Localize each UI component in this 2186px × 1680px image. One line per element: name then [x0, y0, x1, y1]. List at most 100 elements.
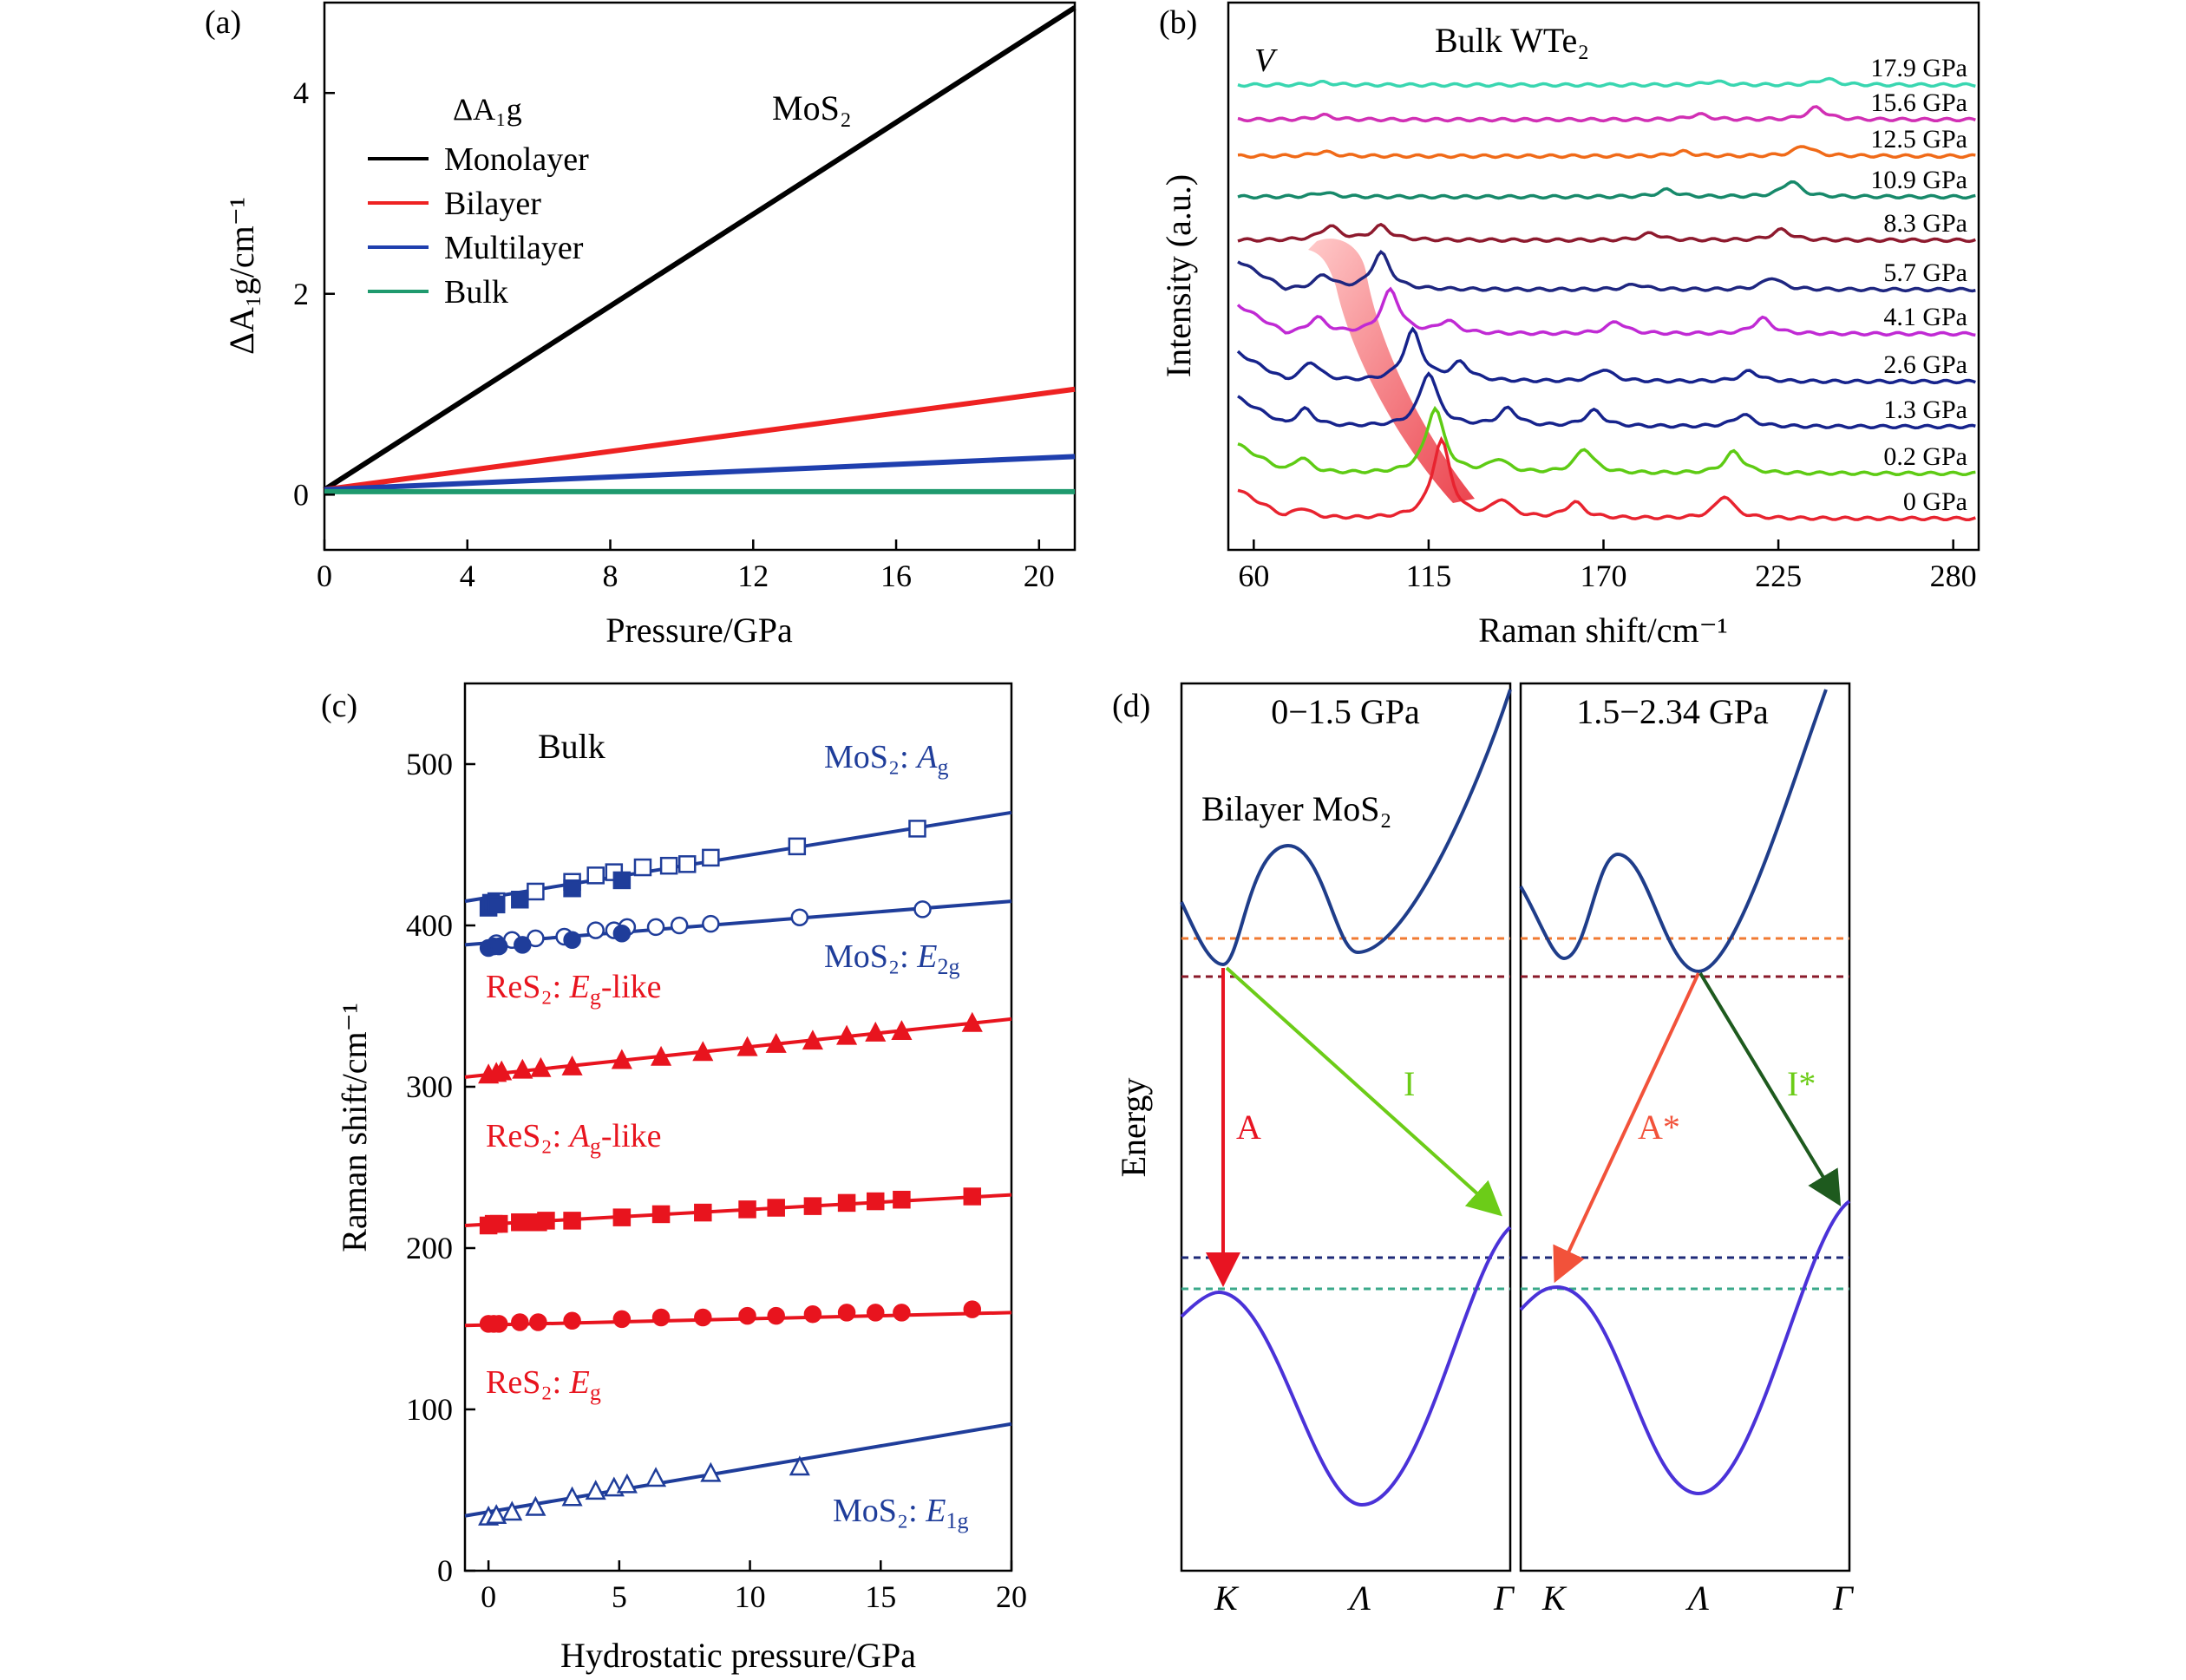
panel-b-xlabel: Raman shift/cm⁻¹: [1478, 611, 1728, 650]
panel-a-ticks: 0 4 8 12 16 20 0 2 4: [293, 75, 1055, 593]
point-mos-e-2g: [586, 921, 605, 939]
x-tick-label: 15: [865, 1579, 896, 1614]
point-res-e-g: [867, 1304, 885, 1322]
point-res-e-g-like: [530, 1056, 552, 1077]
panel-a: (a) 0 4 8 12 16 20 0 2 4 MoS₂ ΔA₁g Monolayer Bila…: [205, 1, 1077, 650]
point-res-e-g-like: [836, 1024, 858, 1045]
transition-arrow-i: [1225, 966, 1502, 1217]
transition-label-a-star: A*: [1638, 1108, 1680, 1147]
point-mos-e-1g: [789, 1455, 810, 1476]
panel-b-series: 0 GPa 0.2 GPa 1.3 GPa 2.6 GPa 4.1 GPa 5.7 GPa…: [1236, 54, 1976, 521]
x-tick-label: 5: [612, 1579, 627, 1614]
transition-label-i: I: [1404, 1064, 1415, 1103]
point-mos-e-1g: [501, 1500, 523, 1521]
point-mos-e-1g: [525, 1495, 546, 1516]
panel-d-title: Bilayer MoS₂: [1201, 789, 1392, 828]
point-mos-e-1g: [486, 1504, 507, 1525]
panel-b-title: Bulk WTe₂: [1435, 21, 1589, 60]
point-res-e-g: [529, 1313, 547, 1331]
subpanel-right-title: 1.5−2.34 GPa: [1576, 692, 1769, 731]
panel-c-series-labels: MoS₂: Ag MoS₂: E2g ReS₂: Eg-like ReS₂: Ag-l…: [486, 739, 968, 1533]
point-res-e-g-like: [692, 1041, 714, 1062]
x-tick-label: 0: [481, 1579, 496, 1614]
transition-label-i-star: I*: [1787, 1064, 1816, 1103]
point-mos-a-g: [788, 837, 807, 856]
series-line-monolayer: [323, 5, 1077, 493]
panel-a-ylabel: ΔA₁g/cm⁻¹: [222, 197, 261, 355]
point-res-e-g: [738, 1306, 756, 1325]
point-res-e-g-like: [491, 1060, 513, 1081]
subpanel-left-title: 0−1.5 GPa: [1271, 692, 1420, 731]
panel-b-letter: (b): [1159, 4, 1197, 41]
legend-label: Multilayer: [444, 230, 584, 266]
subpanel-right-frame: [1519, 682, 1851, 1572]
spectrum-label: 17.9 GPa: [1870, 54, 1967, 82]
spectrum-label: 15.6 GPa: [1870, 88, 1967, 117]
point-res-a-g-like: [837, 1193, 856, 1213]
transition-arrow-i-star: [1698, 971, 1842, 1206]
point-mos-a-g: [908, 820, 926, 838]
point-res-e-g: [767, 1306, 785, 1325]
point-res-e-g-like: [611, 1049, 632, 1069]
series-label-res-e-g: ReS₂: Eg: [486, 1364, 601, 1405]
spectrum-4-1-gpa: [1236, 286, 1976, 337]
spectrum-2-6-gpa: [1236, 326, 1976, 385]
point-res-a-g-like: [612, 1208, 632, 1226]
x-tick-label: 20: [1024, 559, 1055, 593]
point-res-e-g-like: [891, 1020, 913, 1041]
point-res-e-g: [612, 1310, 632, 1329]
x-tick-label: 115: [1406, 559, 1452, 593]
point-mos-a-g: [487, 895, 506, 914]
panel-a-title: MoS₂: [772, 88, 852, 127]
point-mos-e-2g: [514, 936, 532, 954]
spectrum-1-3-gpa: [1237, 371, 1976, 430]
point-res-e-g: [893, 1304, 911, 1322]
point-res-a-g-like: [651, 1205, 671, 1224]
panel-a-legend: Monolayer Bilayer Multilayer Bulk: [368, 141, 589, 311]
k-point-label: K: [1214, 1579, 1240, 1618]
spectrum-5-7-gpa: [1237, 249, 1976, 293]
series-label-mos-e-2g: MoS₂: E2g: [824, 938, 959, 979]
point-res-e-g: [694, 1308, 712, 1327]
conduction-band: [1180, 689, 1512, 967]
point-mos-e-2g: [790, 908, 809, 926]
subpanel-right: 1.5−2.34 GPa A* I* K Λ Γ: [1519, 682, 1855, 1618]
series-line-multilayer: [324, 454, 1076, 493]
y-tick-label: 400: [406, 908, 453, 943]
spectrum-label: 8.3 GPa: [1883, 209, 1967, 238]
panel-c-series: [464, 810, 1012, 1526]
point-res-a-g-like: [489, 1214, 508, 1233]
point-res-e-g: [489, 1315, 508, 1333]
transition-label-a: A: [1236, 1108, 1261, 1147]
lambda-point-label: Λ: [1685, 1579, 1709, 1618]
spectrum-label: 4.1 GPa: [1883, 303, 1967, 331]
legend-label: Bilayer: [444, 186, 541, 222]
point-res-e-g-like: [651, 1045, 672, 1066]
y-tick-label: 0: [293, 477, 309, 512]
x-tick-label: 16: [880, 559, 912, 593]
x-tick-label: 170: [1581, 559, 1627, 593]
fit-line-res-a-g-like: [464, 1193, 1012, 1227]
point-mos-a-g: [563, 879, 581, 898]
point-res-a-g-like: [963, 1187, 982, 1206]
x-tick-label: 20: [996, 1579, 1027, 1614]
point-res-e-g: [651, 1308, 671, 1327]
point-mos-a-g: [702, 848, 720, 867]
point-res-e-g: [803, 1305, 822, 1324]
spectrum-label: 0.2 GPa: [1883, 442, 1967, 471]
y-tick-label: 2: [293, 277, 309, 311]
point-mos-e-1g: [700, 1461, 722, 1482]
panel-d-letter: (d): [1112, 688, 1150, 724]
series-label-res-e-g-like: ReS₂: Eg-like: [486, 969, 662, 1010]
subpanel-left-frame: [1180, 682, 1512, 1572]
point-mos-e-2g: [646, 918, 665, 937]
point-mos-a-g: [527, 882, 545, 901]
point-res-e-g-like: [765, 1032, 787, 1053]
point-res-a-g-like: [694, 1203, 712, 1222]
gamma-point-label: Γ: [1832, 1579, 1855, 1618]
spectrum-label: 12.5 GPa: [1870, 125, 1967, 154]
subpanel-left: 0−1.5 GPa Bilayer MoS₂ A I K Λ Γ: [1180, 682, 1515, 1618]
panel-b-ticks: 60 115 170 225 280: [1238, 539, 1977, 593]
